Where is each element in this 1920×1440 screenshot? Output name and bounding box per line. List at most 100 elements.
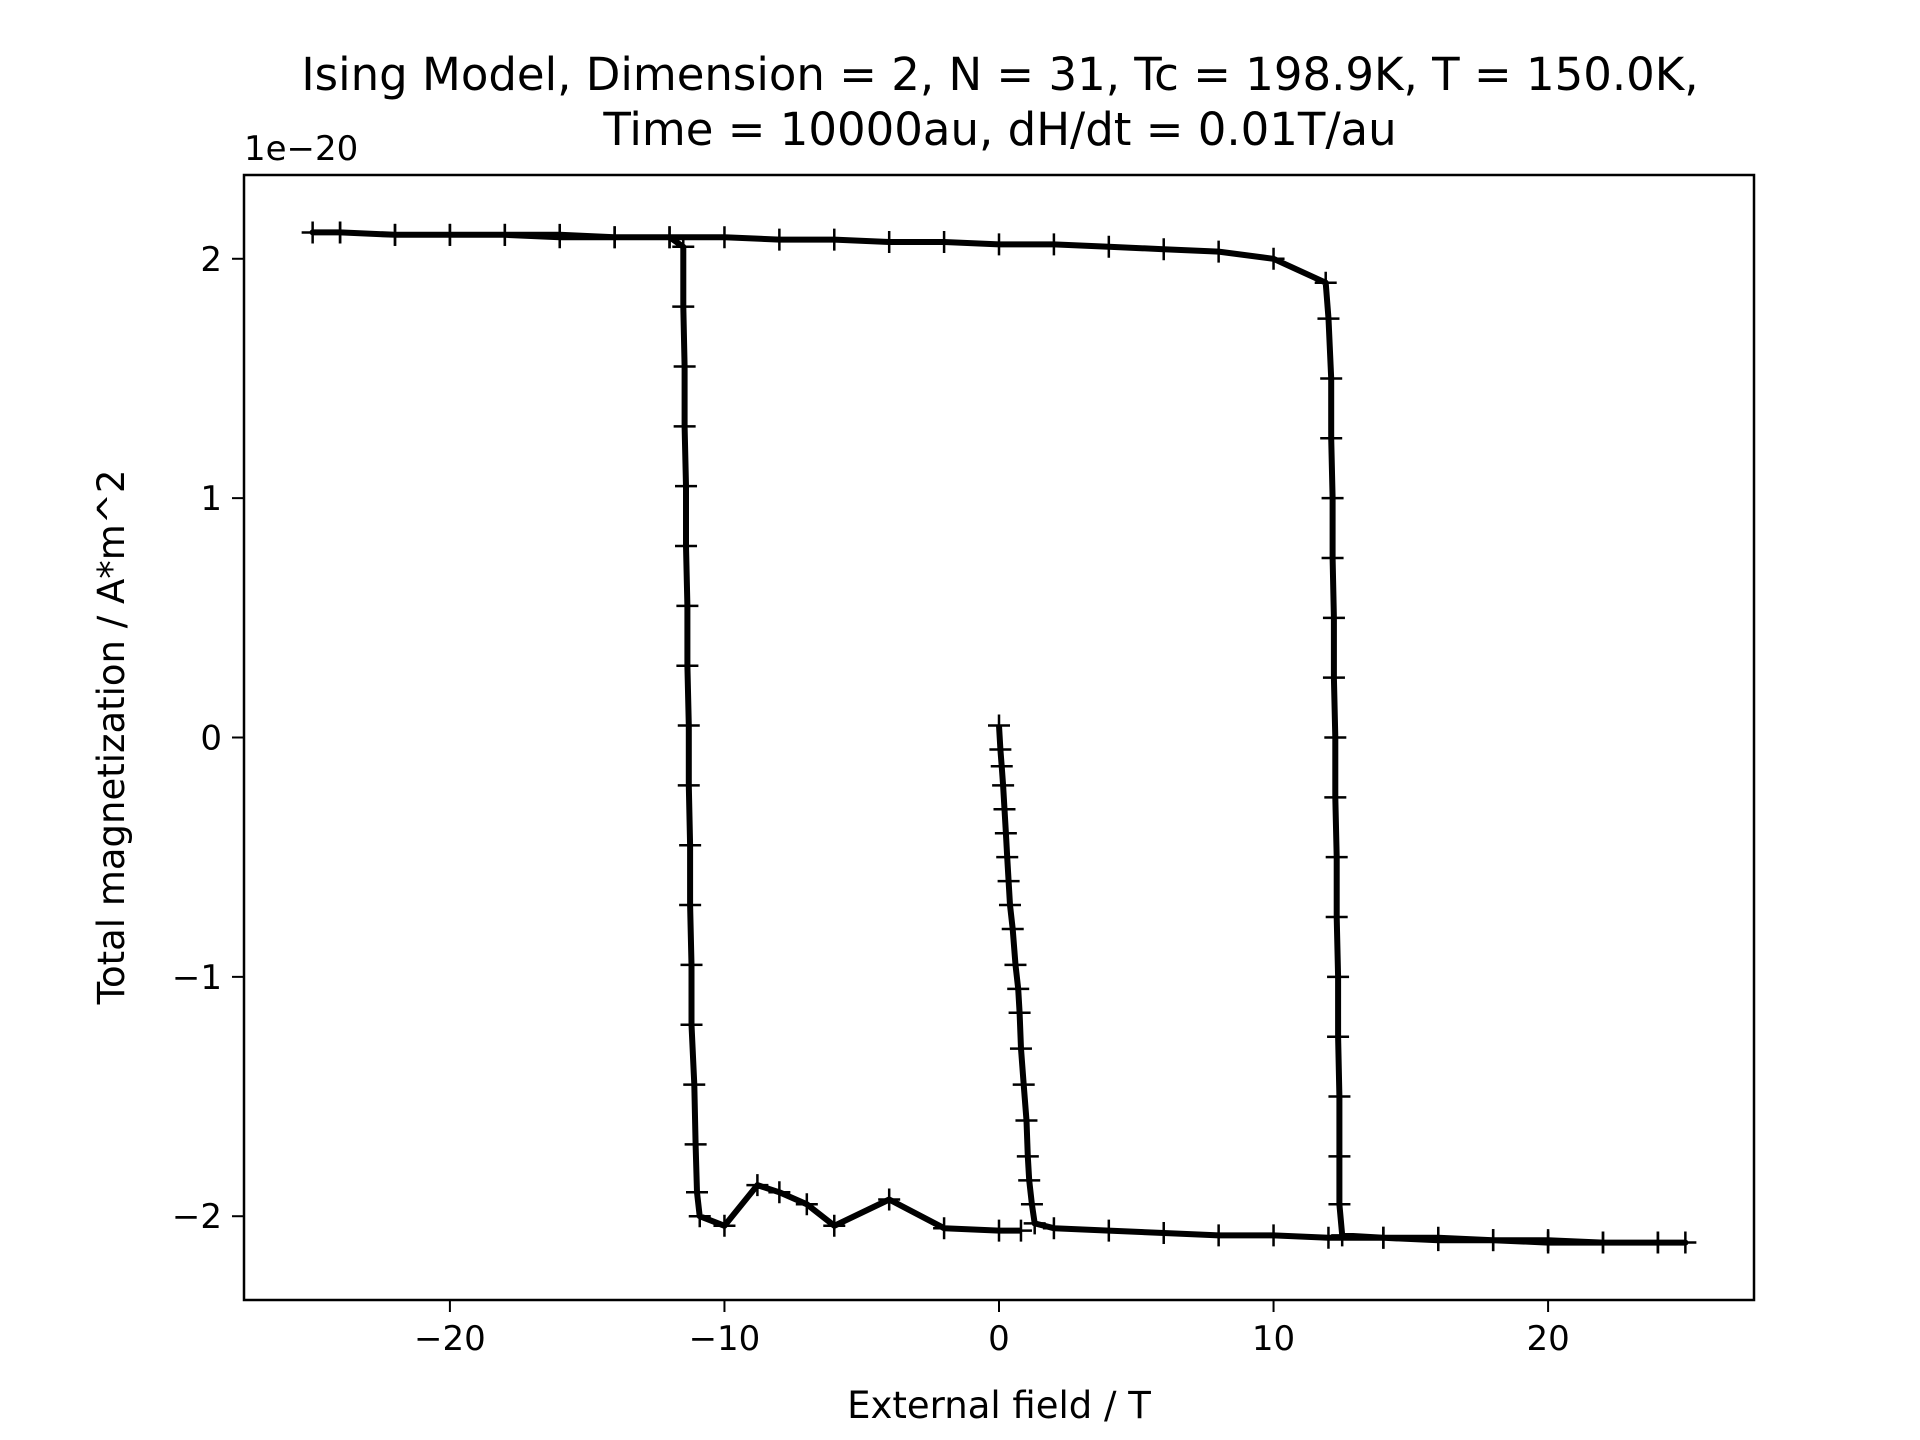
data-point-marker [1328, 1145, 1351, 1168]
data-point-marker [301, 221, 324, 244]
data-point-marker [1009, 1219, 1032, 1242]
data-point-marker [992, 774, 1015, 797]
data-point-marker [713, 1214, 736, 1237]
data-point-marker [676, 594, 699, 617]
data-point-marker [1320, 427, 1343, 450]
data-point-marker [680, 953, 703, 976]
data-point-marker [997, 870, 1020, 893]
data-point-marker [1427, 1226, 1450, 1249]
data-point-marker [675, 535, 698, 558]
data-point-marker [933, 1217, 956, 1240]
data-point-marker [1317, 1226, 1340, 1249]
data-point-marker [677, 774, 700, 797]
data-point-marker [768, 1181, 791, 1204]
data-point-marker [1042, 233, 1065, 256]
x-axis-label: External field / T [847, 1384, 1151, 1427]
y-tick-label: 2 [200, 240, 222, 280]
data-point-marker [990, 755, 1013, 778]
y-offset-label: 1e−20 [244, 129, 358, 169]
data-point-marker [676, 654, 699, 677]
data-point-marker [675, 475, 698, 498]
data-point-marker [438, 223, 461, 246]
x-tick-label: −20 [414, 1319, 486, 1359]
data-points-layer [301, 221, 1697, 1254]
x-tick-label: −10 [689, 1319, 761, 1359]
y-axis-label: Total magnetization / A*m^2 [90, 470, 133, 1006]
data-point-marker [1646, 1231, 1669, 1254]
data-point-marker [329, 221, 352, 244]
data-point-marker [1007, 977, 1030, 1000]
data-point-marker [1001, 917, 1024, 940]
data-point-marker [1097, 1219, 1120, 1242]
data-point-marker [1016, 1145, 1039, 1168]
data-point-marker [994, 822, 1017, 845]
hysteresis-trace [309, 229, 1689, 1246]
data-point-marker [1023, 1212, 1046, 1235]
data-point-marker [988, 1219, 1010, 1242]
data-point-marker [1324, 786, 1347, 809]
data-point-marker [1015, 1109, 1038, 1132]
data-point-marker [1322, 606, 1345, 629]
data-point-marker [1322, 666, 1345, 689]
data-point-marker [1372, 1226, 1395, 1249]
data-point-marker [603, 226, 626, 249]
data-point-marker [384, 223, 406, 246]
data-point-marker [878, 231, 901, 254]
data-point-marker [1314, 271, 1337, 294]
data-point-marker [1674, 1231, 1697, 1254]
data-point-marker [1008, 1001, 1031, 1024]
data-point-marker [1321, 487, 1344, 510]
plot-frame [242, 173, 1756, 1302]
data-point-marker [1018, 1169, 1041, 1192]
data-point-marker [1327, 965, 1350, 988]
data-point-marker [1012, 1073, 1035, 1096]
data-point-marker [673, 415, 696, 438]
y-tick-label: 1 [200, 479, 222, 519]
y-tick-label: −1 [172, 958, 222, 998]
data-point-marker [998, 894, 1021, 917]
data-point-marker [1042, 1217, 1065, 1240]
data-point-marker [679, 834, 702, 857]
data-point-marker [673, 355, 696, 378]
data-point-marker [680, 1013, 703, 1036]
data-point-marker [679, 894, 702, 917]
y-tick-label: −2 [172, 1197, 222, 1237]
data-point-marker [1009, 1037, 1032, 1060]
data-point-marker [672, 235, 695, 258]
x-tick-label: 10 [1252, 1319, 1295, 1359]
data-point-marker [1324, 726, 1347, 749]
data-point-marker [672, 295, 695, 318]
data-point-marker [658, 226, 681, 249]
data-point-marker [1331, 1224, 1354, 1247]
data-point-marker [548, 226, 571, 249]
chart-title-line-2: Time = 10000au, dH/dt = 0.01T/au [602, 103, 1396, 156]
data-point-marker [688, 1205, 711, 1228]
data-point-marker [1328, 1085, 1351, 1108]
y-tick-label: 0 [200, 719, 222, 759]
data-point-marker [1097, 235, 1120, 258]
data-point-marker [878, 1188, 901, 1211]
data-point-marker [1321, 546, 1344, 569]
data-point-marker [1327, 1025, 1350, 1048]
data-point-marker [823, 1214, 846, 1237]
data-point-marker [1317, 307, 1340, 330]
data-point-marker [1325, 846, 1348, 869]
data-point-marker [746, 1174, 769, 1197]
data-point-marker [1020, 1193, 1043, 1216]
x-tick-label: 20 [1526, 1319, 1569, 1359]
data-point-marker [988, 714, 1010, 737]
chart-title-line-1: Ising Model, Dimension = 2, N = 31, Tc =… [301, 48, 1698, 101]
data-point-marker [989, 738, 1012, 761]
data-point-marker [1262, 247, 1285, 270]
data-point-marker [493, 223, 516, 246]
data-point-marker [1325, 906, 1348, 929]
data-point-marker [1004, 953, 1027, 976]
data-point-marker [768, 228, 791, 251]
data-point-marker [1262, 1224, 1285, 1247]
x-tick-label: 0 [988, 1319, 1010, 1359]
data-point-marker [677, 714, 700, 737]
data-point-marker [1207, 1224, 1230, 1247]
data-point-marker [686, 1181, 708, 1204]
data-point-marker [988, 233, 1010, 256]
